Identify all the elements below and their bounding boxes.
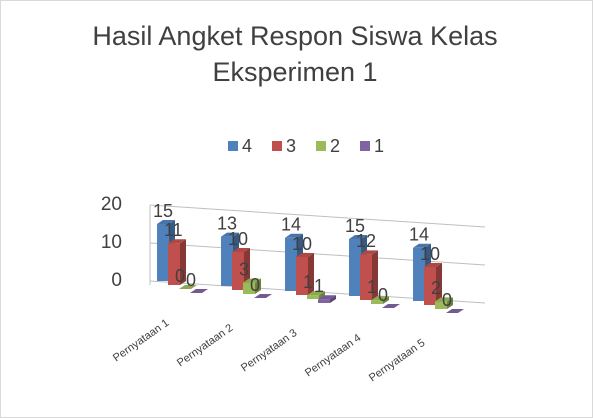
bar: [168, 243, 180, 285]
x-tick-label: Pernyataan 5: [367, 337, 427, 384]
bar-side: [383, 296, 389, 304]
data-label: 0: [175, 266, 185, 286]
bar: [157, 224, 169, 281]
bar: [435, 301, 447, 309]
y-tick-label: 10: [101, 232, 122, 253]
bar-side: [330, 295, 336, 303]
bar-top: [413, 243, 431, 248]
bar: [285, 237, 297, 291]
bar-top: [296, 253, 314, 257]
bar-top: [318, 295, 336, 300]
data-label: 1: [303, 272, 313, 292]
legend-swatch: [360, 141, 370, 151]
data-label: 10: [228, 229, 248, 249]
bar-side: [372, 250, 378, 300]
data-label: 15: [345, 216, 365, 236]
bar-top: [371, 296, 389, 301]
bar-side: [447, 297, 453, 309]
bar-top: [179, 285, 197, 289]
bar: [371, 300, 383, 304]
data-label: 1: [314, 276, 324, 296]
x-tick-label: Pernyataan 4: [303, 332, 363, 379]
bar: [232, 252, 244, 290]
y-tick-label: 20: [101, 194, 122, 215]
bar-top: [221, 232, 239, 237]
bar-top: [349, 235, 367, 239]
bar-top: [254, 294, 272, 298]
data-label: 0: [250, 275, 260, 295]
grid-line: [149, 204, 486, 228]
bar-side: [255, 278, 261, 294]
bar-top: [190, 289, 208, 293]
y-tick-label: 0: [111, 270, 122, 291]
data-label: 0: [442, 290, 452, 310]
data-label: 11: [164, 220, 183, 240]
data-label: 1: [367, 277, 377, 297]
bar-top: [382, 304, 400, 308]
bar-top: [307, 291, 325, 296]
legend-label: 4: [242, 136, 252, 156]
bar: [243, 282, 255, 294]
bar: [221, 236, 233, 286]
bar: [318, 299, 330, 303]
data-label: 15: [153, 201, 173, 221]
bar-side: [308, 253, 314, 295]
data-label: 10: [292, 234, 312, 254]
bar-top: [424, 263, 442, 267]
bar-top: [243, 278, 261, 283]
bar-side: [319, 291, 325, 299]
bar: [296, 257, 308, 295]
bar: [349, 239, 361, 296]
chart-title: Hasil Angket Respon Siswa Kelas Eksperim…: [92, 21, 498, 87]
data-label: 12: [356, 231, 376, 251]
bar-top: [360, 250, 378, 255]
data-label: 14: [281, 215, 301, 235]
bar: [307, 295, 319, 299]
x-tick-label: Pernyataan 2: [175, 322, 235, 369]
data-label: 14: [409, 225, 429, 245]
data-label: 0: [186, 270, 196, 290]
bar-top: [168, 239, 186, 244]
legend-swatch: [272, 141, 282, 151]
bar: [424, 267, 436, 305]
bar-top: [285, 233, 303, 238]
data-label: 0: [378, 285, 388, 305]
bar-top: [157, 220, 175, 224]
legend-swatch: [228, 141, 238, 151]
data-label: 13: [217, 213, 237, 233]
data-label: 2: [431, 278, 441, 298]
legend-label: 2: [330, 136, 340, 156]
legend-label: 1: [374, 136, 384, 156]
legend-label: 3: [286, 136, 296, 156]
legend-swatch: [316, 141, 326, 151]
bar: [360, 254, 372, 300]
data-label: 3: [239, 259, 249, 279]
x-tick-label: Pernyataan 3: [239, 327, 299, 374]
bar-side: [436, 263, 442, 305]
bar-side: [180, 239, 186, 285]
bar-top: [232, 248, 250, 252]
x-tick-label: Pernyataan 1: [111, 317, 171, 364]
data-label: 10: [420, 244, 440, 264]
bar: [413, 247, 425, 301]
bar-top: [435, 297, 453, 302]
bar-top: [446, 309, 464, 313]
